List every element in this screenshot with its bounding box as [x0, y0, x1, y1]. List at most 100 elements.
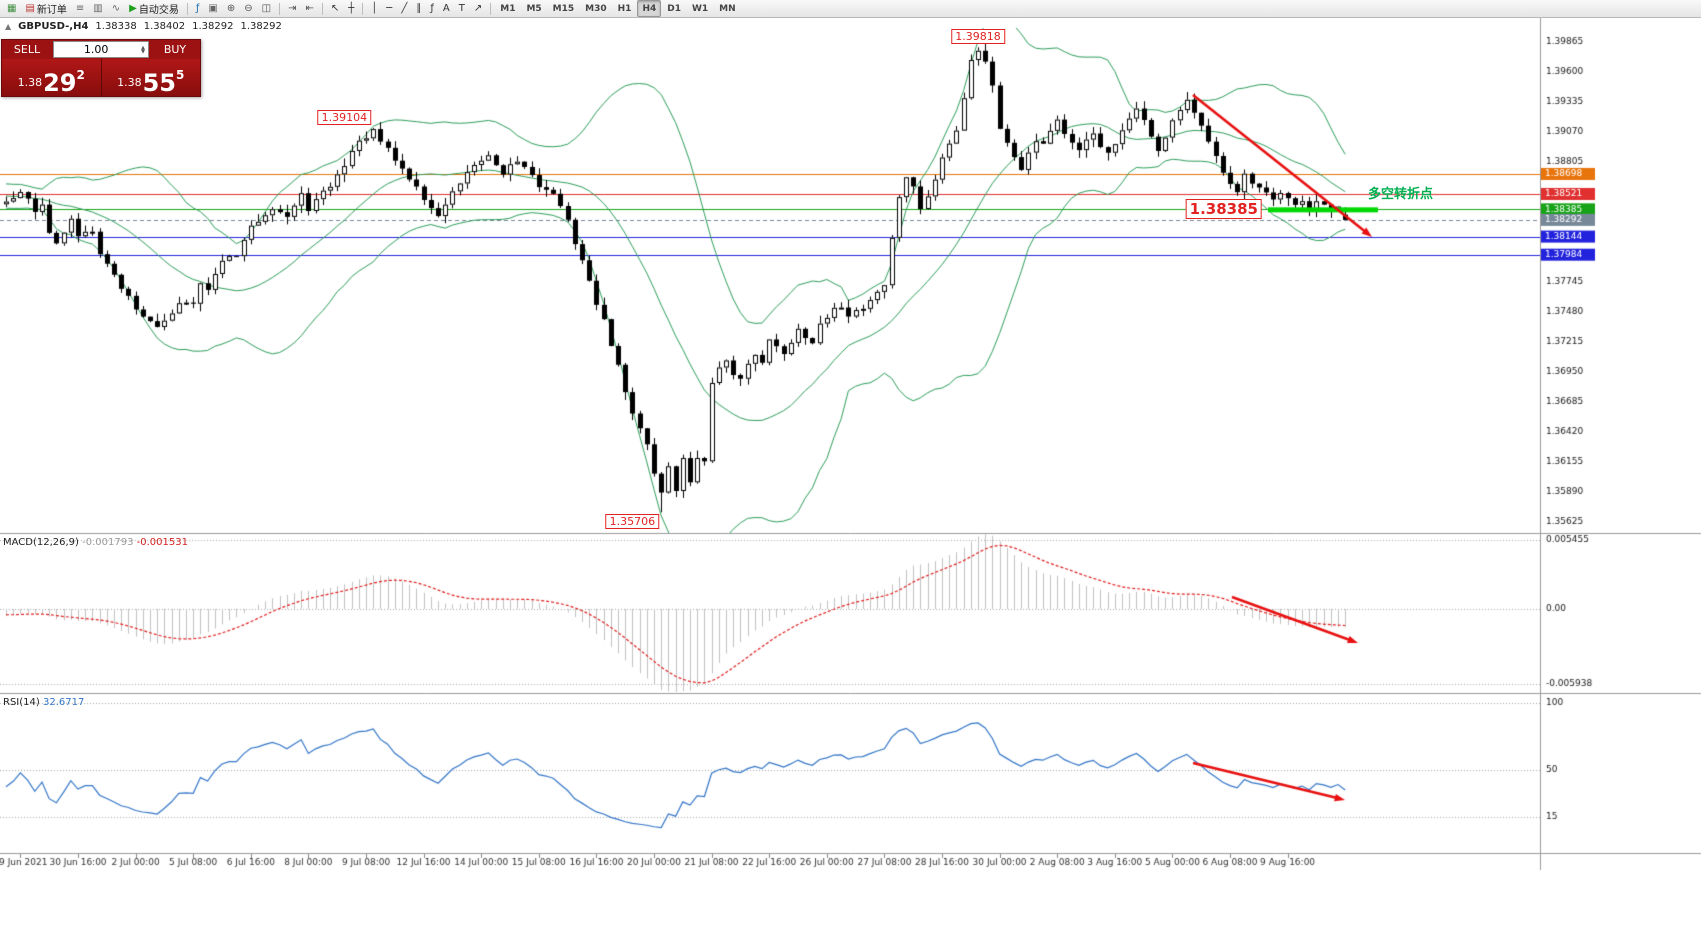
trade-widget-prices: 1.38 29 2 1.38 55 5: [2, 59, 200, 96]
chart-bars-button[interactable]: ≡: [72, 0, 88, 17]
zoom-in-icon: ⊕: [226, 2, 236, 14]
vertical-line-icon: │: [371, 2, 378, 14]
cursor-icon: ↖: [330, 2, 340, 14]
chart-line-button[interactable]: ∿: [108, 0, 124, 17]
rsi-value: 32.6717: [42, 697, 85, 708]
trendline-button[interactable]: ╱: [397, 0, 411, 17]
timeframe-mn-button[interactable]: MN: [719, 3, 736, 14]
macd-main-value: -0.001793: [82, 537, 134, 548]
arrow-objects-button[interactable]: ↗: [470, 0, 486, 17]
fibonacci-button[interactable]: ƒ: [426, 0, 438, 17]
fibonacci-icon: ƒ: [430, 2, 434, 14]
new-chart-icon: ▦: [7, 2, 17, 14]
toolbar-separator: [279, 2, 281, 15]
price-flag[interactable]: 1.35706: [605, 514, 660, 530]
buy-price-prefix: 1.38: [117, 76, 142, 89]
timeframe-m1-button[interactable]: M1: [500, 3, 516, 14]
timeframe-m30-button[interactable]: M30: [585, 3, 607, 14]
chart-bars-icon: ≡: [75, 2, 85, 14]
buy-price-button[interactable]: 1.38 55 5: [102, 59, 201, 96]
toolbar-separator: [362, 2, 364, 15]
chart-shift-icon: ⇤: [305, 2, 314, 14]
zoom-out-icon: ⊖: [244, 2, 253, 14]
text-label-icon: T: [458, 2, 465, 14]
timeframe-m15-button[interactable]: M15: [552, 3, 575, 14]
toolbar-separator: [490, 2, 492, 15]
crosshair-icon: ┼: [348, 2, 355, 14]
lot-size-input[interactable]: [54, 43, 139, 56]
trade-widget-header: SELL ▲ ▼ BUY: [2, 40, 200, 59]
chart-candles-button[interactable]: ▥: [89, 0, 106, 17]
timeframe-h1-button[interactable]: H1: [617, 3, 632, 14]
symbol-name: GBPUSD-,H4: [18, 21, 89, 32]
macd-name: MACD(12,26,9): [3, 537, 79, 548]
sell-button[interactable]: SELL: [13, 43, 41, 56]
trendline-icon: ╱: [401, 2, 408, 14]
macd-indicator-label: MACD(12,26,9) -0.001793 -0.001531: [3, 537, 188, 548]
price-flag[interactable]: 1.38385: [1185, 199, 1262, 220]
new-chart-button[interactable]: ▦: [3, 0, 20, 17]
price-flag[interactable]: 1.39104: [317, 110, 372, 126]
ohlc-close: 1.38292: [240, 21, 282, 32]
sell-price-pip: 2: [76, 68, 85, 82]
text-button[interactable]: A: [439, 0, 454, 17]
lot-size-box: ▲ ▼: [53, 41, 149, 58]
horizontal-line-icon: ─: [386, 2, 393, 14]
new-order-icon: ▤: [25, 2, 35, 14]
macd-signal-value: -0.001531: [136, 537, 188, 548]
ohlc-high: 1.38402: [143, 21, 186, 32]
turning-point-note: 多空转折点: [1368, 187, 1434, 202]
horizontal-line-button[interactable]: ─: [382, 0, 396, 17]
buy-button[interactable]: BUY: [163, 43, 187, 56]
auto-scroll-button[interactable]: ⇥: [284, 0, 300, 17]
timeframe-w1-button[interactable]: W1: [691, 3, 709, 14]
timeframe-d1-button[interactable]: D1: [667, 3, 681, 14]
auto-trading-label: 自动交易: [138, 5, 179, 16]
one-click-trading-widget: SELL ▲ ▼ BUY 1.38 29 2 1.38 55 5: [1, 39, 201, 97]
crosshair-button[interactable]: ┼: [344, 0, 358, 17]
sell-price-big: 29: [43, 69, 77, 97]
lot-spinner-down-icon[interactable]: ▼: [141, 48, 145, 55]
chart-shift-button[interactable]: ⇤: [301, 0, 317, 17]
symbol-icon: ▲: [5, 22, 12, 31]
indicator-list-button[interactable]: ƒ: [192, 0, 204, 17]
equidistant-channel-icon: ∥: [416, 2, 422, 14]
auto-trading-icon: ▶: [129, 2, 137, 14]
cursor-button[interactable]: ↖: [327, 0, 343, 17]
rsi-indicator-label: RSI(14) 32.6717: [3, 697, 84, 708]
main-toolbar: ▦ ▤ 新订单 ≡ ▥ ∿ ▶ 自动交易 ƒ ▣ ⊕ ⊖ ◫ ⇥ ⇤ ↖ ┼ │ ─ ╱ ∥ ƒ A T ↗ M1 M5 M15 M30…: [0, 0, 1701, 18]
price-flag[interactable]: 1.39818: [951, 29, 1005, 45]
indicator-list-icon: ƒ: [195, 2, 200, 14]
tile-windows-icon: ◫: [261, 2, 272, 14]
sell-price-button[interactable]: 1.38 29 2: [2, 59, 102, 96]
auto-trading-button[interactable]: ▶ 自动交易: [125, 0, 183, 17]
equidistant-channel-button[interactable]: ∥: [412, 0, 425, 17]
period-list-icon: ▣: [208, 2, 218, 14]
toolbar-separator: [186, 2, 188, 15]
zoom-in-button[interactable]: ⊕: [223, 0, 239, 17]
chart-annotations: 1.39818 1.39104 1.35706 1.38385 多空转折点: [0, 18, 1701, 939]
tile-windows-button[interactable]: ◫: [258, 0, 275, 17]
zoom-out-button[interactable]: ⊖: [240, 0, 256, 17]
ohlc-low: 1.38292: [192, 21, 234, 32]
sell-price-prefix: 1.38: [17, 76, 43, 89]
vertical-line-button[interactable]: │: [367, 0, 381, 17]
rsi-name: RSI(14): [3, 697, 40, 708]
timeframe-m5-button[interactable]: M5: [526, 3, 542, 14]
buy-price-big: 55: [142, 69, 177, 97]
lot-spinner[interactable]: ▲ ▼: [138, 44, 148, 55]
period-list-button[interactable]: ▣: [204, 0, 221, 17]
auto-scroll-icon: ⇥: [288, 2, 297, 14]
chart-line-icon: ∿: [111, 2, 121, 14]
timeframe-h4-button[interactable]: H4: [637, 0, 662, 17]
text-label-button[interactable]: T: [455, 0, 469, 17]
lot-spinner-up-icon[interactable]: ▲: [141, 44, 145, 51]
arrow-objects-icon: ↗: [473, 2, 483, 14]
new-order-label: 新订单: [36, 5, 67, 16]
chart-ohlc-info: ▲ GBPUSD-,H4 1.38338 1.38402 1.38292 1.3…: [5, 21, 282, 32]
new-order-button[interactable]: ▤ 新订单: [21, 0, 70, 17]
buy-price-pip: 5: [176, 68, 185, 82]
price-chart-canvas[interactable]: [0, 18, 1701, 939]
ohlc-open: 1.38338: [95, 21, 137, 32]
